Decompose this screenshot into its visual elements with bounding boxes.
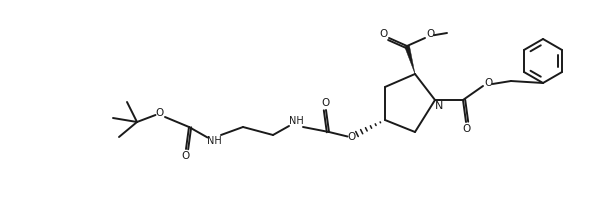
Text: O: O <box>426 29 434 39</box>
Text: O: O <box>379 29 388 39</box>
Text: O: O <box>322 98 330 108</box>
Text: N: N <box>435 100 443 110</box>
Text: O: O <box>156 108 164 118</box>
Polygon shape <box>404 45 415 74</box>
Text: O: O <box>181 151 190 161</box>
Text: NH: NH <box>289 117 303 127</box>
Text: O: O <box>462 124 471 134</box>
Text: O: O <box>485 78 492 88</box>
Text: NH: NH <box>207 135 221 145</box>
Text: O: O <box>347 132 356 142</box>
